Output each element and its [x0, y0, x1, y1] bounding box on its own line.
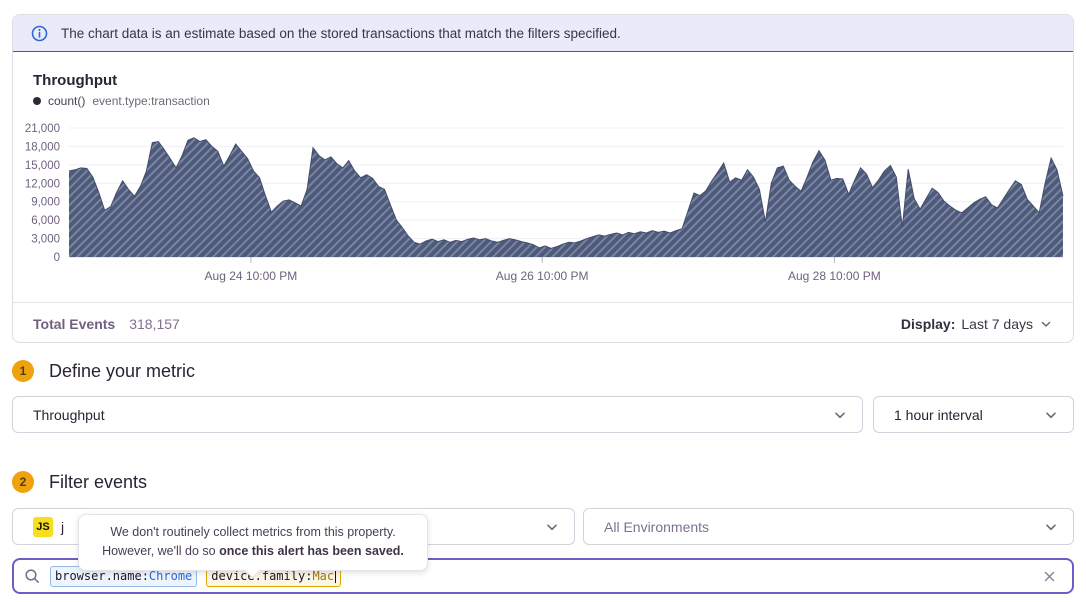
display-value: Last 7 days: [961, 315, 1033, 332]
legend-filter-label: event.type:transaction: [92, 94, 210, 108]
svg-text:18,000: 18,000: [25, 141, 60, 153]
environment-select-value: All Environments: [604, 518, 710, 535]
project-select-value: j: [61, 518, 65, 535]
token-value: Mac: [312, 568, 335, 583]
token-key: device.family:: [211, 568, 313, 583]
svg-text:Aug 24 10:00 PM: Aug 24 10:00 PM: [205, 269, 298, 283]
property-tooltip: We don't routinely collect metrics from …: [78, 514, 428, 578]
tooltip-line-1: We don't routinely collect metrics from …: [110, 525, 396, 539]
tooltip-line-2: However, we'll do so once this alert has…: [102, 543, 404, 558]
chart-title: Throughput: [33, 72, 118, 89]
chart-panel-footer: Total Events 318,157 Display: Last 7 days: [13, 302, 1073, 344]
metric-select-value: Throughput: [33, 406, 105, 423]
interval-select[interactable]: 1 hour interval: [873, 396, 1074, 433]
search-token-device-family[interactable]: device.family: Mac: [206, 565, 342, 587]
info-banner: The chart data is an estimate based on t…: [13, 15, 1073, 52]
filter-events-title: Filter events: [49, 471, 148, 492]
interval-select-value: 1 hour interval: [894, 406, 983, 423]
search-icon: [24, 568, 41, 585]
svg-text:6,000: 6,000: [31, 215, 60, 227]
chart-panel: The chart data is an estimate based on t…: [12, 14, 1074, 343]
clear-search-button[interactable]: [1038, 565, 1060, 587]
step-1-badge: 1: [12, 360, 34, 382]
display-label: Display:: [900, 315, 956, 332]
legend-series-label: count(): [48, 94, 86, 108]
svg-text:Aug 26 10:00 PM: Aug 26 10:00 PM: [496, 269, 589, 283]
environment-select[interactable]: All Environments: [583, 508, 1074, 545]
total-events-value: 318,157: [129, 315, 180, 332]
banner-text: The chart data is an estimate based on t…: [61, 25, 621, 41]
legend-dot-icon: [33, 97, 41, 105]
define-metric-title: Define your metric: [49, 360, 196, 381]
throughput-chart: 0 3,000 6,000 9,000 12,000 15,000 18,000 21,000…: [13, 116, 1075, 288]
chevron-down-icon: [835, 411, 845, 418]
total-events-label: Total Events: [33, 315, 116, 332]
filter-events-heading: 2 Filter events: [12, 471, 147, 493]
svg-text:12,000: 12,000: [25, 178, 60, 190]
throughput-chart-svg: 0 3,000 6,000 9,000 12,000 15,000 18,000 21,000…: [25, 123, 1064, 283]
svg-text:15,000: 15,000: [25, 160, 60, 172]
text-caret: [335, 569, 337, 583]
chevron-down-icon: [1046, 411, 1056, 418]
svg-text:9,000: 9,000: [31, 197, 60, 209]
info-icon: [31, 25, 48, 42]
chevron-down-icon: [547, 523, 557, 530]
step-2-badge: 2: [12, 471, 34, 493]
display-range-trigger[interactable]: Display: Last 7 days: [901, 316, 1053, 332]
chevron-down-icon: [1046, 523, 1056, 530]
token-key: browser.name:: [55, 568, 149, 583]
svg-text:21,000: 21,000: [25, 123, 60, 135]
token-value: Chrome: [148, 568, 193, 583]
search-input[interactable]: browser.name: Chrome device.family: Mac: [12, 558, 1074, 594]
svg-text:Aug 28 10:00 PM: Aug 28 10:00 PM: [788, 269, 881, 283]
svg-text:3,000: 3,000: [31, 234, 60, 246]
javascript-platform-icon: JS: [33, 516, 53, 537]
chevron-down-icon: [1041, 321, 1051, 327]
metric-select[interactable]: Throughput: [12, 396, 863, 433]
chart-legend: count() event.type:transaction: [33, 94, 210, 108]
total-events: Total Events 318,157: [33, 316, 180, 332]
define-metric-heading: 1 Define your metric: [12, 360, 195, 382]
svg-text:0: 0: [54, 252, 60, 264]
